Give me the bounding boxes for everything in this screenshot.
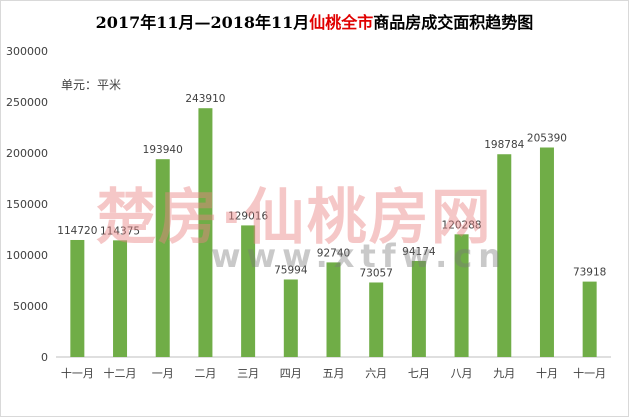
x-tick-label: 四月: [280, 367, 302, 380]
data-label: 73057: [359, 267, 392, 279]
bar: [198, 108, 213, 358]
data-label: 73918: [573, 267, 606, 279]
data-label: 205390: [527, 133, 567, 145]
y-tick-label: 50000: [13, 300, 48, 313]
y-tick-label: 150000: [6, 198, 48, 211]
data-label: 92740: [317, 247, 350, 259]
bar: [497, 154, 512, 357]
unit-label: 单元：平米: [61, 78, 122, 92]
x-tick-label: 十二月: [104, 366, 137, 380]
bar: [454, 234, 469, 357]
bar: [283, 279, 298, 357]
bar: [411, 260, 426, 357]
x-tick-label: 二月: [194, 367, 216, 380]
chart-title: 2017年11月—2018年11月仙桃全市商品房成交面积趋势图: [1, 9, 628, 33]
chart-title-prefix: 2017年11月—2018年11月: [95, 13, 310, 32]
data-label: 120288: [442, 219, 482, 231]
x-tick-label: 六月: [365, 367, 387, 380]
data-label: 114375: [100, 225, 140, 237]
chart-title-suffix: 商品房成交面积趋势图: [373, 13, 534, 32]
data-label: 243910: [185, 93, 225, 105]
x-tick-label: 七月: [408, 367, 430, 380]
x-tick-label: 一月: [152, 367, 174, 380]
data-label: 193940: [143, 144, 183, 156]
data-label: 75994: [274, 264, 308, 276]
data-label: 94174: [402, 246, 436, 258]
y-tick-label: 300000: [6, 45, 48, 58]
bar: [113, 240, 128, 357]
watermark-logo-text: 楚房·仙桃房网: [96, 183, 493, 253]
y-tick-label: 250000: [6, 96, 48, 109]
y-tick-label: 100000: [6, 249, 48, 262]
watermark-url: www.xtfw.cn: [211, 237, 508, 275]
x-tick-label: 三月: [237, 367, 259, 380]
x-tick-label: 十一月: [573, 366, 606, 380]
bar: [241, 225, 256, 357]
data-label: 114720: [57, 225, 97, 237]
y-tick-label: 0: [41, 351, 48, 364]
x-tick-label: 十月: [536, 366, 558, 380]
data-label: 198784: [484, 139, 524, 151]
chart-title-highlight: 仙桃全市: [309, 13, 374, 32]
data-label: 129016: [228, 210, 268, 222]
bar: [326, 262, 341, 357]
bar: [582, 281, 597, 357]
x-tick-label: 八月: [451, 367, 473, 380]
bar: [539, 147, 554, 357]
bar: [369, 282, 384, 357]
x-tick-label: 十一月: [61, 366, 94, 380]
y-tick-label: 200000: [6, 147, 48, 160]
bar: [155, 159, 170, 357]
x-tick-label: 五月: [323, 367, 345, 380]
bar: [70, 239, 85, 357]
x-tick-label: 九月: [493, 367, 515, 380]
